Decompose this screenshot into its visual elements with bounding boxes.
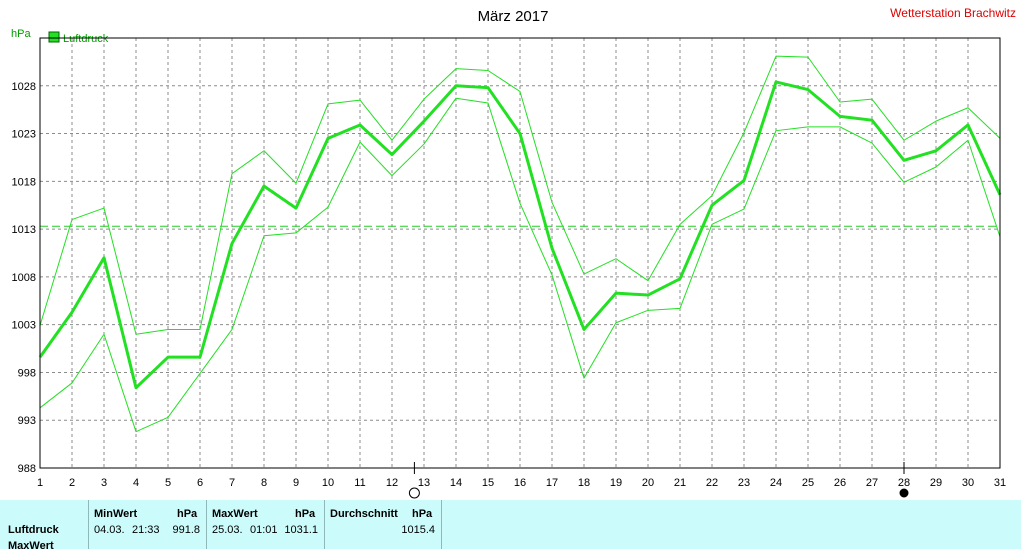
legend-swatch [48, 31, 60, 43]
x-tick-label: 16 [514, 477, 526, 489]
full-moon-icon [408, 487, 420, 499]
y-tick-label: 1023 [12, 129, 36, 141]
x-tick-label: 1 [37, 477, 43, 489]
min-header: MinWert [94, 508, 138, 520]
moon-markers [408, 462, 909, 499]
x-tick-label: 6 [197, 477, 203, 489]
x-tick-label: 17 [546, 477, 558, 489]
x-tick-label: 20 [642, 477, 654, 489]
y-axis-unit: hPa [11, 28, 31, 40]
statistics-panel: Luftdruck MaxWert MinWert hPa 04.03. 21:… [0, 500, 1021, 549]
row-label-pressure: Luftdruck [8, 524, 59, 536]
max-header: MaxWert [212, 508, 258, 520]
row-label-maxvalue: MaxWert [8, 540, 54, 549]
chart-title: März 2017 [478, 8, 549, 25]
x-tick-label: 3 [101, 477, 107, 489]
x-tick-label: 14 [450, 477, 462, 489]
grid [40, 38, 1000, 468]
y-tick-label: 1003 [12, 320, 36, 332]
y-tick-label: 1028 [12, 81, 36, 93]
x-tick-labels: 1 2 3 4 5 6 7 8 9 10 11 12 13 14 15 16 17 18 19 20 21 22 23 24 2… [37, 477, 1006, 489]
x-tick-label: 12 [386, 477, 398, 489]
x-tick-label: 26 [834, 477, 846, 489]
x-tick-label: 8 [261, 477, 267, 489]
plot-frame [39, 37, 1001, 469]
max-date: 25.03. [212, 524, 243, 536]
max-value: 1031.1 [284, 524, 318, 536]
avg-unit: hPa [412, 508, 433, 520]
x-tick-label: 5 [165, 477, 171, 489]
x-tick-label: 31 [994, 477, 1006, 489]
x-tick-label: 7 [229, 477, 235, 489]
x-tick-label: 24 [770, 477, 782, 489]
max-time: 01:01 [250, 524, 278, 536]
x-tick-label: 15 [482, 477, 494, 489]
x-tick-label: 30 [962, 477, 974, 489]
x-tick-label: 9 [293, 477, 299, 489]
legend-label: Luftdruck [63, 33, 109, 45]
x-tick-label: 13 [418, 477, 430, 489]
series-line-min [39, 97, 1001, 433]
avg-header: Durchschnitt [330, 508, 398, 520]
x-tick-label: 23 [738, 477, 750, 489]
y-tick-label: 1013 [12, 224, 36, 236]
x-tick-label: 4 [133, 477, 139, 489]
x-tick-label: 11 [354, 477, 365, 489]
y-tick-label: 1008 [12, 272, 36, 284]
x-tick-label: 18 [578, 477, 590, 489]
max-unit: hPa [295, 508, 316, 520]
y-tick-label: 993 [18, 415, 36, 427]
x-tick-label: 10 [322, 477, 334, 489]
x-tick-label: 25 [802, 477, 814, 489]
x-tick-label: 21 [674, 477, 686, 489]
min-time: 21:33 [132, 524, 160, 536]
station-name: Wetterstation Brachwitz [890, 6, 1016, 20]
avg-value: 1015.4 [401, 524, 435, 536]
x-tick-label: 29 [930, 477, 942, 489]
min-date: 04.03. [94, 524, 125, 536]
x-tick-label: 27 [866, 477, 878, 489]
series-layer [38, 55, 1002, 433]
y-tick-label: 988 [18, 463, 36, 475]
x-tick-label: 19 [610, 477, 622, 489]
min-value: 991.8 [172, 524, 200, 536]
series-line-max [39, 55, 1001, 335]
x-tick-label: 2 [69, 477, 75, 489]
x-tick-label: 28 [898, 477, 910, 489]
min-unit: hPa [177, 508, 198, 520]
pressure-chart: März 2017 Wetterstation Brachwitz hPa Lu… [11, 6, 1016, 499]
series-line-mean [38, 80, 1002, 390]
y-tick-label: 998 [18, 367, 36, 379]
new-moon-icon [899, 488, 909, 498]
y-tick-labels: 988 993 998 1003 1008 1013 1018 1023 1028 [12, 81, 36, 475]
x-tick-label: 22 [706, 477, 718, 489]
y-tick-label: 1018 [12, 176, 36, 188]
